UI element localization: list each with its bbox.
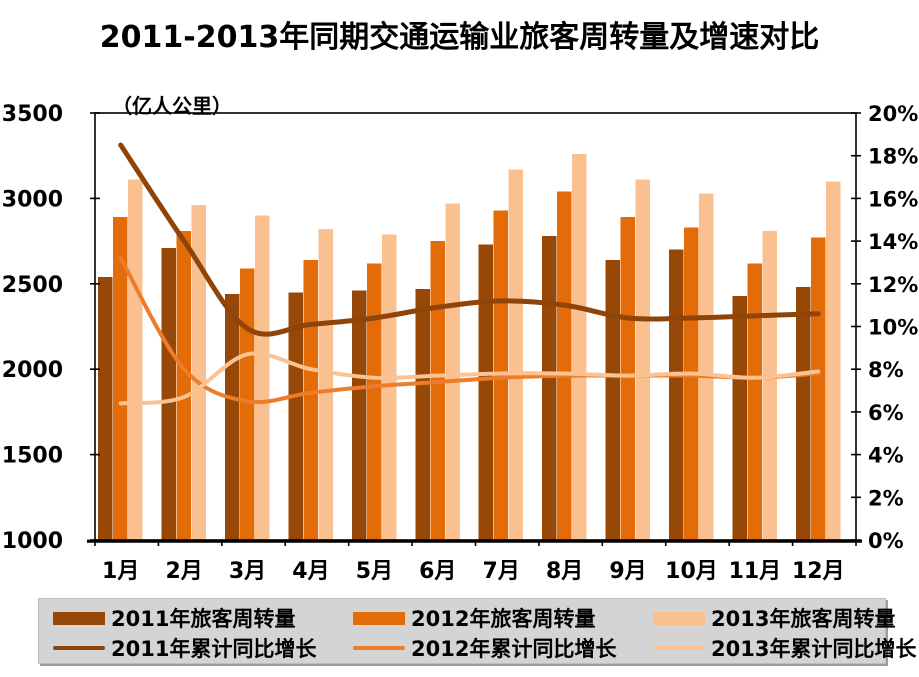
x-axis-category-label: 11月: [729, 559, 782, 584]
legend-item: 2011年旅客周转量: [53, 603, 353, 633]
left-axis-tick-label: 3500: [2, 102, 63, 127]
x-axis-category-label: 3月: [229, 559, 266, 584]
right-axis-tick-label: 4%: [868, 444, 904, 468]
legend-bar-swatch-icon: [53, 611, 105, 625]
bar-2012年旅客周转量: [113, 217, 128, 541]
bar-2011年旅客周转量: [668, 249, 684, 540]
x-axis-category-label: 9月: [609, 559, 646, 584]
bar-2011年旅客周转量: [478, 244, 494, 541]
legend-line-swatch-icon: [653, 646, 705, 650]
right-axis-tick-label: 10%: [868, 316, 918, 340]
right-axis-tick-label: 0%: [868, 529, 904, 553]
bar-2011年旅客周转量: [351, 290, 367, 540]
bar-2011年旅客周转量: [415, 288, 430, 540]
x-axis-category-label: 6月: [419, 559, 456, 584]
legend-row: 2011年累计同比增长 2012年累计同比增长 2013年累计同比增长: [39, 633, 916, 663]
bar-2013年旅客周转量: [255, 215, 270, 541]
bar-2012年旅客周转量: [747, 263, 762, 540]
bar-2012年旅客周转量: [683, 227, 699, 540]
right-axis-tick-label: 8%: [868, 358, 904, 382]
bar-2011年旅客周转量: [225, 294, 240, 540]
bar-2011年旅客周转量: [605, 259, 621, 540]
legend-line-swatch-icon: [53, 646, 105, 650]
legend-item: 2012年累计同比增长: [353, 633, 653, 663]
legend-label: 2012年累计同比增长: [411, 637, 617, 661]
bar-2011年旅客周转量: [795, 287, 811, 540]
x-axis-category-label: 8月: [546, 559, 583, 584]
x-axis-category-label: 10月: [665, 559, 718, 584]
bar-2012年旅客周转量: [176, 230, 192, 541]
right-axis-tick-label: 18%: [868, 145, 918, 169]
bar-2013年旅客周转量: [762, 230, 777, 541]
bar-2012年旅客周转量: [557, 191, 572, 540]
right-axis-tick-label: 2%: [868, 486, 904, 510]
chart-legend: 2011年旅客周转量 2012年旅客周转量 2013年旅客周转量 2011年累计同比增…: [38, 598, 916, 664]
legend-label: 2013年累计同比增长: [711, 637, 917, 661]
bar-2011年旅客周转量: [161, 247, 177, 540]
bar-2011年旅客周转量: [98, 276, 113, 540]
legend-label: 2011年累计同比增长: [111, 637, 317, 661]
bar-2013年旅客周转量: [191, 205, 207, 540]
bar-2012年旅客周转量: [366, 263, 382, 540]
right-axis-tick-label: 6%: [868, 401, 904, 425]
line-2012年累计同比增长: [118, 256, 821, 405]
x-axis-category-label: 2月: [165, 559, 202, 584]
bar-2012年旅客周转量: [620, 217, 636, 541]
bar-2011年旅客周转量: [288, 292, 303, 540]
bar-2012年旅客周转量: [810, 237, 826, 540]
bar-2011年旅客周转量: [732, 295, 747, 540]
x-axis-category-label: 12月: [792, 559, 845, 584]
x-axis-category-label: 4月: [292, 559, 329, 584]
legend-row: 2011年旅客周转量 2012年旅客周转量 2013年旅客周转量: [39, 603, 895, 633]
left-axis-tick-label: 1500: [2, 444, 63, 469]
x-axis-category-label: 5月: [356, 559, 393, 584]
left-axis-tick-label: 2500: [2, 273, 63, 298]
bar-2012年旅客周转量: [303, 259, 318, 540]
left-axis-tick-label: 3000: [2, 187, 63, 212]
bar-2012年旅客周转量: [240, 268, 255, 540]
right-axis-tick-label: 16%: [868, 187, 918, 211]
legend-label: 2013年旅客周转量: [711, 607, 896, 631]
right-axis-tick-label: 14%: [868, 230, 918, 254]
x-axis-category-label: 1月: [102, 559, 139, 584]
legend-bar-swatch-icon: [653, 611, 705, 625]
legend-line-swatch-icon: [353, 646, 405, 650]
bar-2013年旅客周转量: [128, 179, 143, 540]
legend-bar-swatch-icon: [353, 611, 405, 625]
right-axis-tick-label: 12%: [868, 273, 918, 297]
left-axis-tick-label: 2000: [2, 358, 63, 383]
bar-2013年旅客周转量: [825, 181, 841, 540]
bar-2013年旅客周转量: [445, 203, 460, 541]
left-axis-tick-label: 1000: [2, 529, 63, 554]
legend-item: 2011年累计同比增长: [53, 633, 353, 663]
legend-label: 2012年旅客周转量: [411, 607, 596, 631]
bar-2012年旅客周转量: [430, 241, 445, 540]
y-axis-unit-label: （亿人公里）: [112, 94, 232, 118]
bar-2013年旅客周转量: [635, 179, 651, 540]
line-2011年累计同比增长: [118, 142, 821, 337]
chart-title: 2011-2013年同期交通运输业旅客周转量及增速对比: [99, 20, 820, 55]
bar-2013年旅客周转量: [318, 229, 333, 541]
bar-2013年旅客周转量: [572, 153, 587, 540]
legend-item: 2012年旅客周转量: [353, 603, 653, 633]
bar-2013年旅客周转量: [698, 193, 714, 540]
right-axis-tick-label: 20%: [868, 102, 918, 126]
x-axis-category-label: 7月: [483, 559, 520, 584]
bar-2011年旅客周转量: [542, 235, 557, 540]
legend-item: 2013年旅客周转量: [653, 603, 895, 633]
bar-2013年旅客周转量: [508, 169, 524, 540]
line-2013年累计同比增长: [118, 351, 821, 406]
legend-item: 2013年累计同比增长: [653, 633, 916, 663]
legend-label: 2011年旅客周转量: [111, 607, 296, 631]
